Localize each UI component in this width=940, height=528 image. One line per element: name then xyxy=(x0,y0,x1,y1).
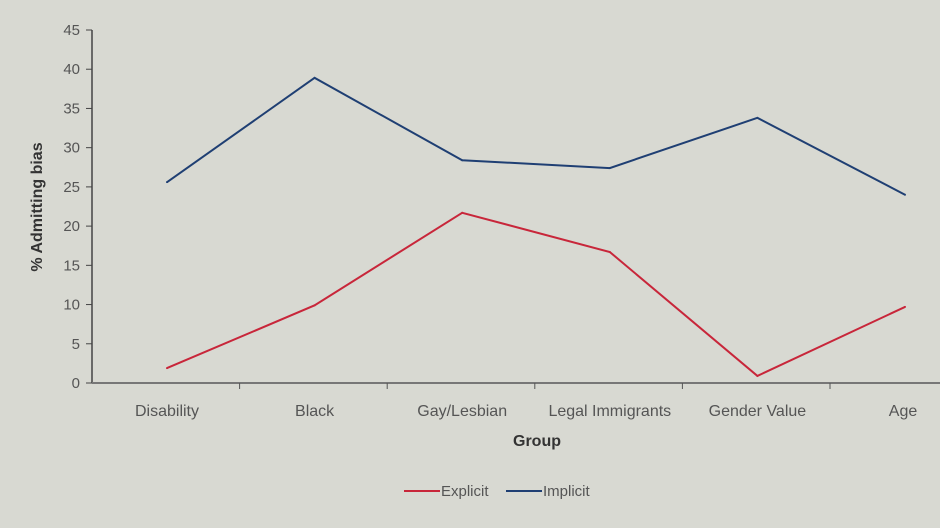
series-group xyxy=(166,76,906,378)
axes: 0 5 10 15 20 25 30 35 40 45 Disability Black Gay/Les… xyxy=(63,22,940,420)
data-point-explicit xyxy=(756,374,759,377)
x-tick-label: Disability xyxy=(135,403,199,420)
x-tick-label: Legal Immigrants xyxy=(548,403,671,420)
legend-label-implicit: Implicit xyxy=(543,483,591,500)
y-tick-label: 15 xyxy=(63,257,80,274)
y-axis-label: % Admitting bias xyxy=(29,142,46,271)
data-point-implicit xyxy=(904,193,906,196)
data-point-explicit xyxy=(166,367,168,370)
data-point-implicit xyxy=(166,181,168,184)
y-tick-label: 10 xyxy=(63,297,80,314)
x-tick-label: Age xyxy=(889,403,918,420)
x-tick-label: Gender Value xyxy=(709,403,807,420)
y-tick-label: 35 xyxy=(63,100,80,117)
y-tick-label: 25 xyxy=(63,179,80,196)
x-tick-label: Gay/Lesbian xyxy=(417,403,507,420)
y-tick-label: 20 xyxy=(63,218,80,235)
legend-label-explicit: Explicit xyxy=(441,483,489,500)
y-tick-label: 30 xyxy=(63,140,80,157)
data-point-explicit xyxy=(608,250,611,253)
y-tick-label: 40 xyxy=(63,61,80,78)
x-tick-label: Black xyxy=(295,403,335,420)
data-point-implicit xyxy=(313,76,316,79)
series-line-implicit xyxy=(166,76,906,196)
data-point-explicit xyxy=(313,304,316,307)
data-point-implicit xyxy=(608,167,611,170)
y-tick-label: 45 xyxy=(63,22,80,39)
data-point-explicit xyxy=(904,305,906,308)
data-point-explicit xyxy=(461,211,464,214)
data-point-implicit xyxy=(756,116,759,119)
legend: Explicit Implicit xyxy=(404,483,591,500)
x-axis-label: Group xyxy=(513,433,561,450)
y-tick-label: 0 xyxy=(72,375,80,392)
y-tick-label: 5 xyxy=(72,336,80,353)
data-point-implicit xyxy=(461,159,464,162)
series-line-explicit xyxy=(166,211,906,378)
